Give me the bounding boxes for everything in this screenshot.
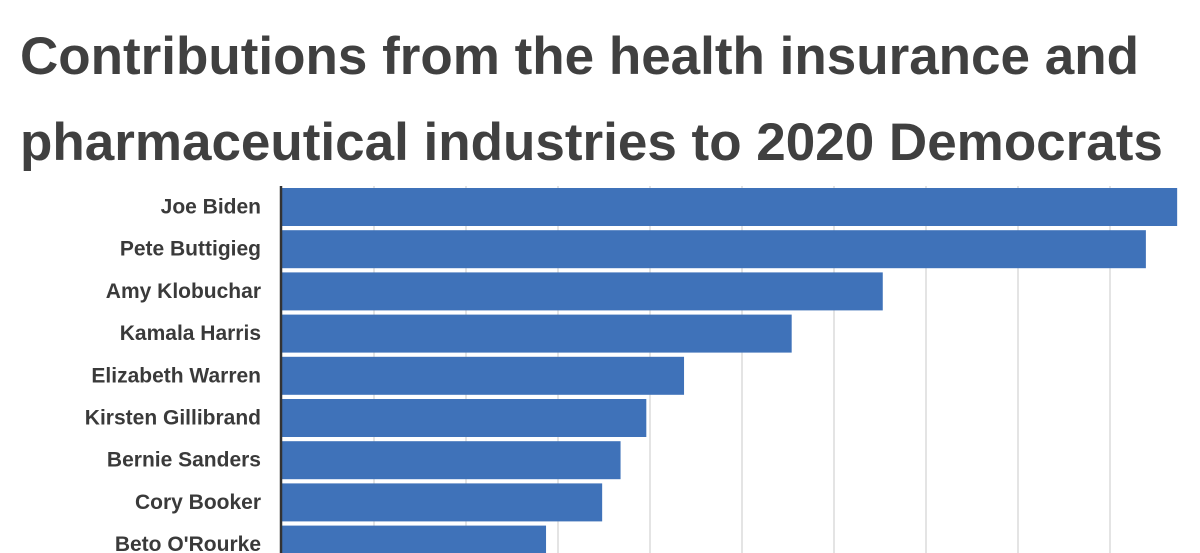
category-label: Cory Booker [135, 491, 261, 514]
bar [282, 188, 1178, 226]
bar [282, 272, 883, 311]
category-label: Kamala Harris [120, 322, 261, 345]
category-label: Beto O'Rourke [115, 533, 261, 553]
bar [282, 314, 792, 353]
category-label: Pete Buttigieg [120, 238, 261, 261]
chart-title-line-2: pharmaceutical industries to 2020 Democr… [20, 113, 1163, 172]
chart-title: Contributions from the health insurance … [20, 14, 1190, 186]
category-label: Elizabeth Warren [91, 364, 261, 387]
chart-title-line-1: Contributions from the health insurance … [20, 27, 1139, 86]
category-label: Amy Klobuchar [106, 280, 261, 303]
bar [282, 483, 603, 522]
bar [282, 441, 621, 480]
bar [282, 399, 647, 437]
bar [282, 230, 1146, 269]
category-label: Joe Biden [161, 196, 261, 219]
category-label: Kirsten Gillibrand [85, 407, 261, 430]
bar [282, 356, 685, 395]
bar [282, 525, 547, 553]
category-label: Bernie Sanders [107, 449, 261, 472]
